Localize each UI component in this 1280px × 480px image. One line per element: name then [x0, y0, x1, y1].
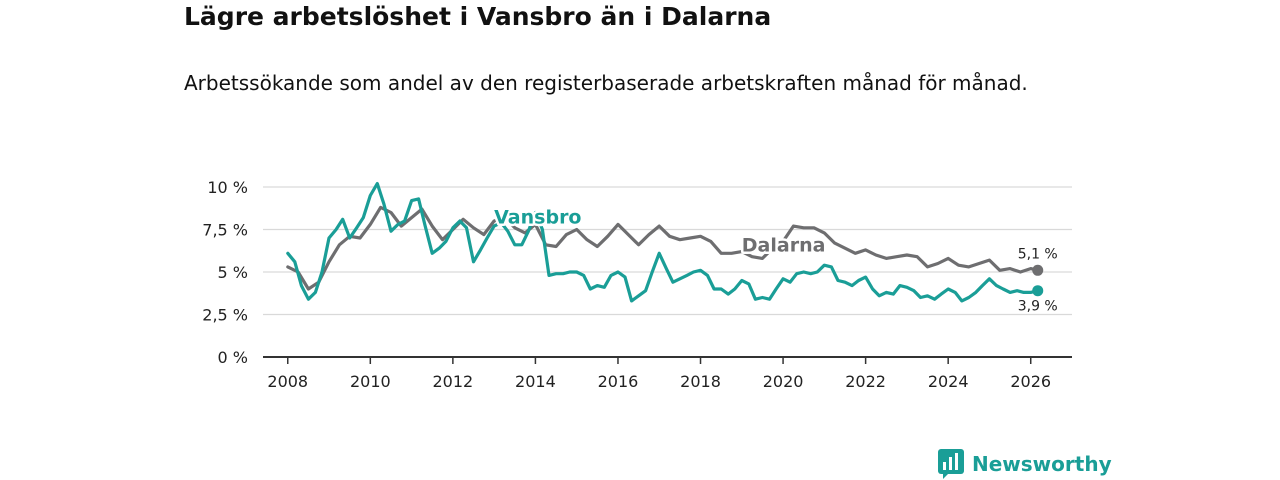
x-tick-label: 2012: [433, 372, 474, 391]
x-tick-label: 2026: [1010, 372, 1051, 391]
x-tick-label: 2008: [267, 372, 308, 391]
x-tick-label: 2024: [928, 372, 969, 391]
end-point-vansbro: [1032, 285, 1044, 297]
series-layer: [286, 182, 1044, 303]
newsworthy-chart-icon: [938, 449, 964, 479]
end-value-dalarna: 5,1 %: [1018, 246, 1058, 262]
series-label-vansbro: Vansbro: [494, 207, 581, 229]
y-tick-label: 7,5 %: [202, 221, 248, 240]
x-tick-label: 2022: [845, 372, 886, 391]
x-tick-label: 2018: [680, 372, 721, 391]
grid-layer: [263, 186, 1072, 316]
x-tick-label: 2010: [350, 372, 391, 391]
series-line-dalarna: [286, 205, 1040, 291]
series-line-vansbro: [286, 182, 1040, 303]
chart-subtitle: Arbetssökande som andel av den registerb…: [184, 71, 1028, 95]
x-tick-label: 2014: [515, 372, 556, 391]
label-layer: Vansbro Dalarna 5,1 % 3,9 %: [492, 204, 1058, 315]
y-tick-label: 0 %: [218, 348, 248, 367]
chart-title: Lägre arbetslöshet i Vansbro än i Dalarn…: [184, 2, 772, 31]
x-tick-label: 2020: [763, 372, 804, 391]
x-tick-label: 2016: [598, 372, 639, 391]
end-value-vansbro: 3,9 %: [1018, 299, 1058, 315]
series-label-dalarna: Dalarna: [742, 235, 826, 257]
axis-layer: 0 % 2,5 % 5 % 7,5 % 10 % 2008 2010 2012 2014 2016…: [202, 178, 1072, 391]
y-tick-label: 5 %: [218, 263, 248, 282]
y-tick-label: 10 %: [207, 178, 248, 197]
y-tick-label: 2,5 %: [202, 306, 248, 325]
end-point-dalarna: [1032, 264, 1044, 276]
brand-name: Newsworthy: [972, 452, 1112, 476]
newsworthy-logo[interactable]: Newsworthy: [938, 449, 1112, 479]
